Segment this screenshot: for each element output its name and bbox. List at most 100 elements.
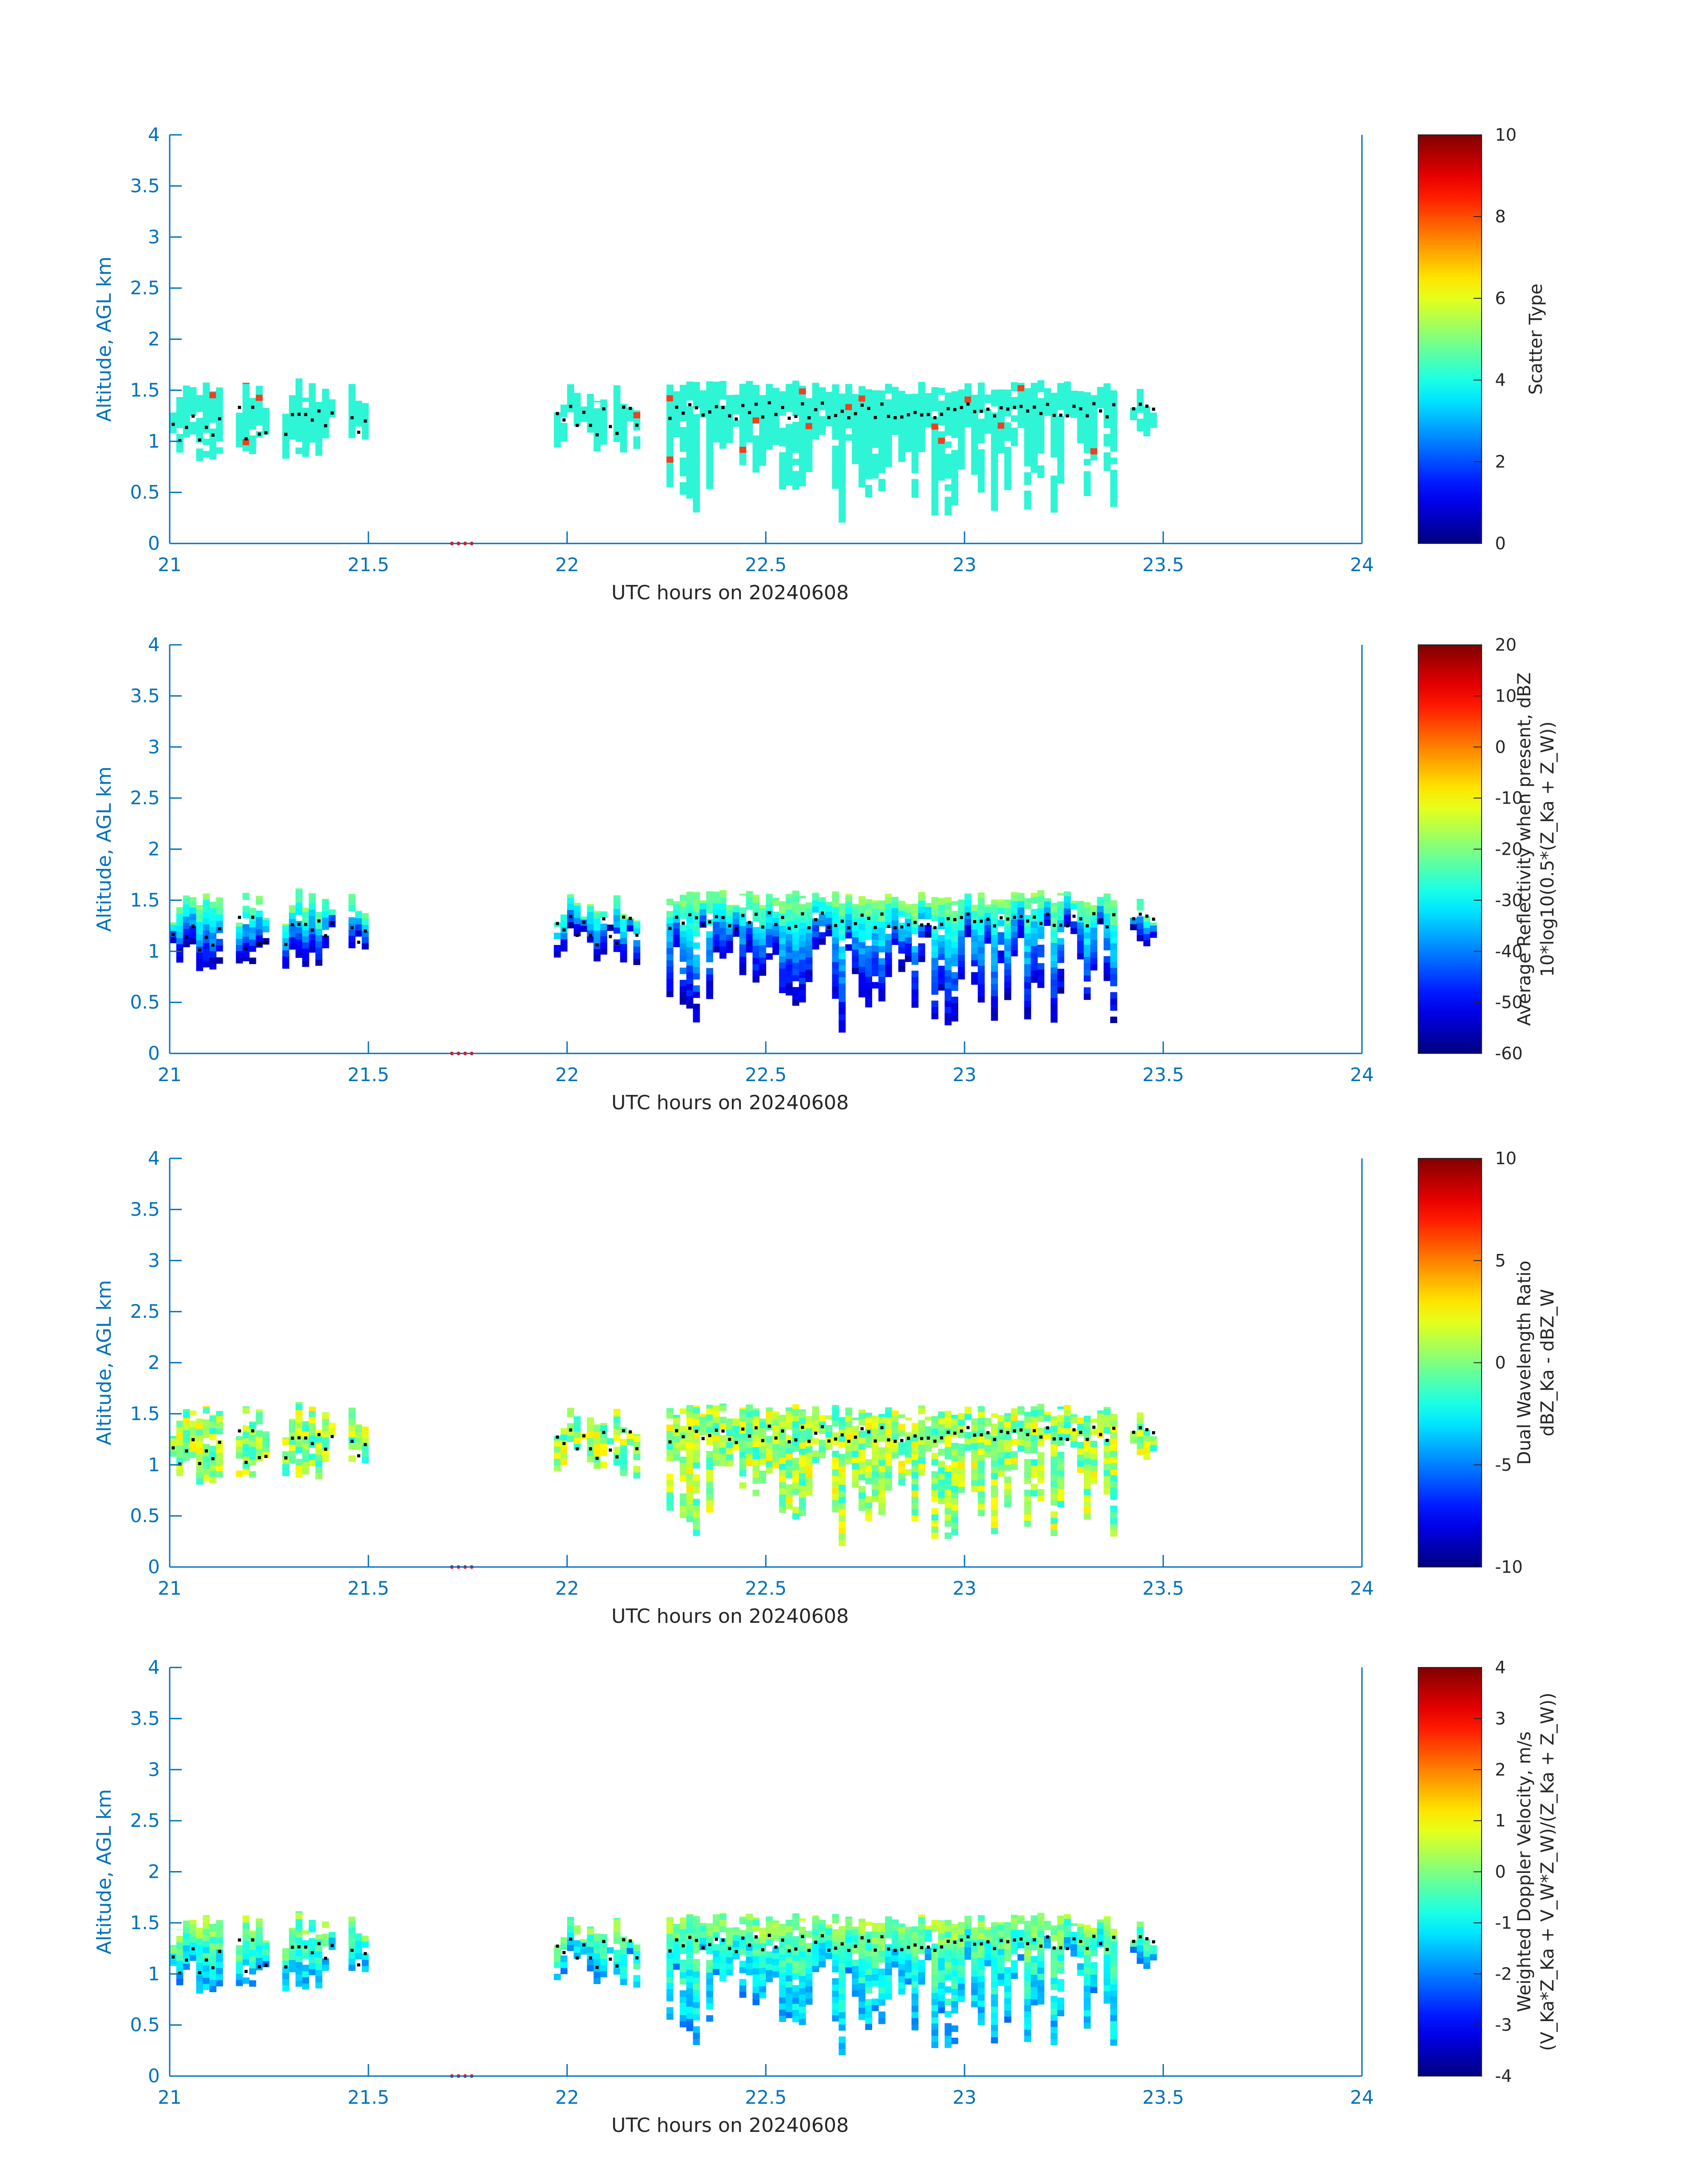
heatmap-cell xyxy=(1097,1922,1104,1929)
heatmap-cell xyxy=(1110,992,1117,999)
heatmap-cell xyxy=(699,405,707,412)
heatmap-cell xyxy=(991,394,998,401)
heatmap-cell xyxy=(362,918,369,925)
heatmap-cell xyxy=(865,2005,873,2012)
heatmap-cell xyxy=(971,972,978,979)
heatmap-cell xyxy=(885,1484,892,1491)
heatmap-cell xyxy=(938,1436,945,1443)
heatmap-cell xyxy=(620,1978,627,1985)
heatmap-cell xyxy=(872,2005,879,2011)
heatmap-cell xyxy=(1077,1932,1084,1939)
heatmap-cell xyxy=(746,381,753,388)
x-axis-label: UTC hours on 20240608 xyxy=(611,1091,849,1114)
heatmap-cell xyxy=(1004,397,1011,405)
heatmap-cell xyxy=(1031,1915,1038,1920)
cloud-base-marker xyxy=(980,1433,983,1437)
heatmap-cell xyxy=(878,940,885,947)
heatmap-cell xyxy=(726,1969,733,1976)
heatmap-cell xyxy=(766,1921,773,1927)
heatmap-cell xyxy=(567,897,574,904)
heatmap-cell xyxy=(938,1473,945,1480)
heatmap-cell xyxy=(209,1985,217,1993)
heatmap-cell xyxy=(792,999,799,1006)
heatmap-cell xyxy=(686,922,693,929)
heatmap-cell xyxy=(216,1968,223,1974)
heatmap-cell xyxy=(176,1966,184,1973)
heatmap-cell xyxy=(779,397,786,404)
heatmap-cell xyxy=(759,441,766,447)
heatmap-cell xyxy=(203,1971,210,1978)
cloud-base-marker xyxy=(887,1438,890,1442)
heatmap-cell xyxy=(806,416,813,423)
heatmap-cell xyxy=(746,934,753,940)
heatmap-cell xyxy=(693,1989,700,1996)
heatmap-cell xyxy=(362,1965,369,1972)
y-tick-label: 4 xyxy=(148,1147,160,1169)
cloud-base-marker xyxy=(609,1448,612,1452)
heatmap-cell xyxy=(779,391,786,397)
heatmap-cell xyxy=(209,932,217,939)
heatmap-cell xyxy=(839,953,846,959)
heatmap-cell xyxy=(872,423,879,430)
heatmap-cell xyxy=(686,1957,693,1964)
heatmap-cell xyxy=(759,1927,766,1931)
heatmap-cell xyxy=(911,983,919,990)
heatmap-cell xyxy=(971,1976,978,1983)
heatmap-cell xyxy=(1037,385,1044,393)
heatmap-cell xyxy=(719,387,727,394)
cloud-base-marker xyxy=(801,912,804,915)
heatmap-cell xyxy=(673,412,680,419)
heatmap-cell xyxy=(719,921,727,928)
heatmap-cell xyxy=(666,438,674,444)
cloud-base-marker xyxy=(980,409,983,413)
heatmap-cell xyxy=(812,894,819,901)
y-tick-label: 4 xyxy=(148,634,160,656)
heatmap-cell xyxy=(971,923,978,930)
heatmap-cell xyxy=(759,914,766,921)
heatmap-cell xyxy=(322,432,329,439)
heatmap-cell xyxy=(739,1948,747,1955)
heatmap-cell xyxy=(977,1467,985,1473)
heatmap-cell xyxy=(971,905,978,911)
heatmap-cell xyxy=(839,479,846,486)
heatmap-cell xyxy=(878,390,885,393)
heatmap-cell xyxy=(1050,1953,1058,1960)
heatmap-cell xyxy=(1110,906,1117,913)
heatmap-cell xyxy=(732,408,740,415)
heatmap-cell xyxy=(1037,416,1044,423)
heatmap-cell xyxy=(991,1479,998,1485)
heatmap-cell xyxy=(1084,1500,1091,1508)
heatmap-cell xyxy=(991,2006,998,2013)
heatmap-cell xyxy=(633,946,640,953)
heatmap-cell xyxy=(938,978,945,985)
heatmap-cell xyxy=(315,1957,322,1964)
heatmap-cell xyxy=(1084,987,1091,994)
heatmap-cell xyxy=(203,383,210,390)
heatmap-cell xyxy=(878,485,885,492)
heatmap-cell xyxy=(977,978,985,984)
heatmap-cell xyxy=(1004,994,1011,1000)
cloud-base-marker xyxy=(304,1436,308,1440)
heatmap-cell xyxy=(613,1931,621,1938)
heatmap-cell xyxy=(819,404,826,410)
heatmap-cell xyxy=(1110,1456,1117,1463)
cloud-base-marker xyxy=(1092,402,1096,405)
heatmap-cell xyxy=(196,1454,203,1460)
heatmap-cell xyxy=(977,1473,985,1479)
heatmap-cell xyxy=(580,916,588,920)
heatmap-cell xyxy=(779,1463,786,1470)
heatmap-cell xyxy=(938,1964,945,1971)
heatmap-cell xyxy=(573,1431,581,1438)
heatmap-cell xyxy=(1031,976,1038,983)
heatmap-cell xyxy=(289,906,296,913)
heatmap-cell xyxy=(766,953,773,960)
heatmap-cell xyxy=(686,2000,693,2007)
heatmap-cell xyxy=(911,977,919,983)
heatmap-cell xyxy=(878,2011,885,2018)
heatmap-cell xyxy=(806,1986,813,1993)
heatmap-cell xyxy=(858,954,866,961)
heatmap-cell xyxy=(348,395,356,401)
cloud-base-marker xyxy=(1079,1431,1082,1434)
heatmap-cell xyxy=(686,898,693,905)
y-tick-label: 1.5 xyxy=(130,1403,160,1425)
